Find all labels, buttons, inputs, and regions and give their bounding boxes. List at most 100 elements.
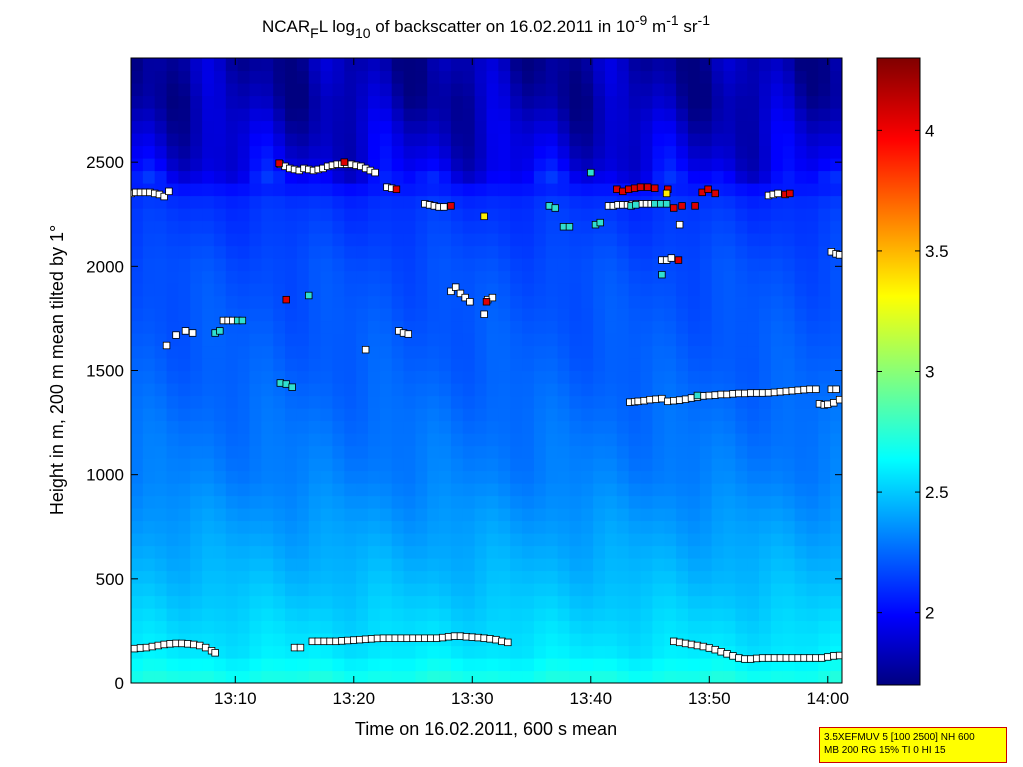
heatmap-cell <box>439 408 452 422</box>
heatmap-cell <box>723 245 736 259</box>
heatmap-cell <box>616 233 630 247</box>
heatmap-cell <box>285 58 298 72</box>
heatmap-cell <box>498 183 511 197</box>
heatmap-cell <box>213 508 227 522</box>
heatmap-cell <box>510 295 523 309</box>
heatmap-cell <box>510 333 523 347</box>
heatmap-cell <box>581 433 594 447</box>
heatmap-cell <box>569 358 582 372</box>
heatmap-cell <box>462 620 476 634</box>
heatmap-cell <box>735 70 748 84</box>
heatmap-cell <box>462 183 476 197</box>
heatmap-cell <box>652 670 665 683</box>
heatmap-cell <box>190 283 203 297</box>
heatmap-cell <box>581 495 594 509</box>
heatmap-cell <box>450 145 464 159</box>
heatmap-cell <box>605 470 618 484</box>
heatmap-cell <box>581 358 594 372</box>
heatmap-cell <box>711 158 725 172</box>
heatmap-cell <box>308 220 322 234</box>
heatmap-cell <box>285 433 298 447</box>
heatmap-cell <box>178 670 191 683</box>
heatmap-cell <box>249 520 262 534</box>
heatmap-cell <box>711 433 725 447</box>
heatmap-cell <box>605 483 618 497</box>
heatmap-cell <box>522 595 535 609</box>
heatmap-cell <box>640 283 653 297</box>
heatmap-cell <box>498 620 511 634</box>
heatmap-cell <box>391 495 405 509</box>
heatmap-cell <box>782 395 796 409</box>
heatmap-cell <box>415 270 428 284</box>
heatmap-cell <box>462 233 476 247</box>
heatmap-cell <box>344 620 357 634</box>
heatmap-cell <box>249 558 262 572</box>
heatmap-cell <box>273 108 286 122</box>
heatmap-cell <box>154 558 168 572</box>
heatmap-cell <box>557 633 571 647</box>
heatmap-cell <box>273 333 286 347</box>
heatmap-cell <box>237 145 251 159</box>
heatmap-cell <box>581 258 594 272</box>
heatmap-cell <box>296 370 310 384</box>
heatmap-cell <box>391 533 405 547</box>
heatmap-cell <box>273 495 286 509</box>
heatmap-cell <box>273 220 286 234</box>
heatmap-cell <box>759 470 772 484</box>
heatmap-cell <box>261 370 274 384</box>
heatmap-cell <box>213 495 227 509</box>
heatmap-cell <box>273 195 286 209</box>
heatmap-cell <box>522 58 535 72</box>
heatmap-cell <box>782 483 796 497</box>
heatmap-cell <box>664 433 677 447</box>
heatmap-cell <box>391 120 405 134</box>
heatmap-cell <box>285 458 298 472</box>
heatmap-cell <box>711 283 725 297</box>
heatmap-cell <box>616 170 630 184</box>
heatmap-cell <box>711 320 725 334</box>
heatmap-cell <box>498 108 511 122</box>
heatmap-cell <box>178 395 191 409</box>
heatmap-cell <box>652 545 665 559</box>
heatmap-cell <box>450 58 464 72</box>
heatmap-cell <box>237 408 251 422</box>
heatmap-cell <box>510 270 523 284</box>
heatmap-cell <box>699 208 713 222</box>
heatmap-cell <box>510 120 523 134</box>
heatmap-cell <box>593 58 606 72</box>
heatmap-cell <box>782 458 796 472</box>
heatmap-cell <box>237 633 251 647</box>
heatmap-cell <box>605 670 618 683</box>
heatmap-cell <box>439 220 452 234</box>
heatmap-cell <box>308 108 322 122</box>
heatmap-cell <box>557 283 571 297</box>
heatmap-cell <box>676 245 689 259</box>
heatmap-cell <box>557 520 571 534</box>
heatmap-cell <box>474 345 488 359</box>
heatmap-cell <box>225 570 239 584</box>
heatmap-cell <box>569 608 582 622</box>
heatmap-cell <box>616 220 630 234</box>
heatmap-cell <box>498 658 511 672</box>
heatmap-cell <box>522 358 535 372</box>
heatmap-cell <box>664 170 677 184</box>
heatmap-cell <box>794 308 808 322</box>
heatmap-cell <box>261 508 274 522</box>
heatmap-cell <box>249 95 262 109</box>
heatmap-cell <box>794 570 808 584</box>
heatmap-cell <box>285 520 298 534</box>
heatmap-cell <box>486 458 499 472</box>
heatmap-cell <box>664 383 677 397</box>
heatmap-cell <box>545 70 559 84</box>
heatmap-cell <box>403 220 416 234</box>
heatmap-cell <box>237 345 251 359</box>
heatmap-cell <box>190 308 203 322</box>
heatmap-cell <box>794 633 808 647</box>
heatmap-cell <box>605 308 618 322</box>
heatmap-cell <box>545 658 559 672</box>
heatmap-cell <box>474 495 488 509</box>
heatmap-cell <box>770 370 784 384</box>
heatmap-cell <box>687 295 701 309</box>
heatmap-cell <box>723 108 736 122</box>
heatmap-cell <box>261 183 274 197</box>
